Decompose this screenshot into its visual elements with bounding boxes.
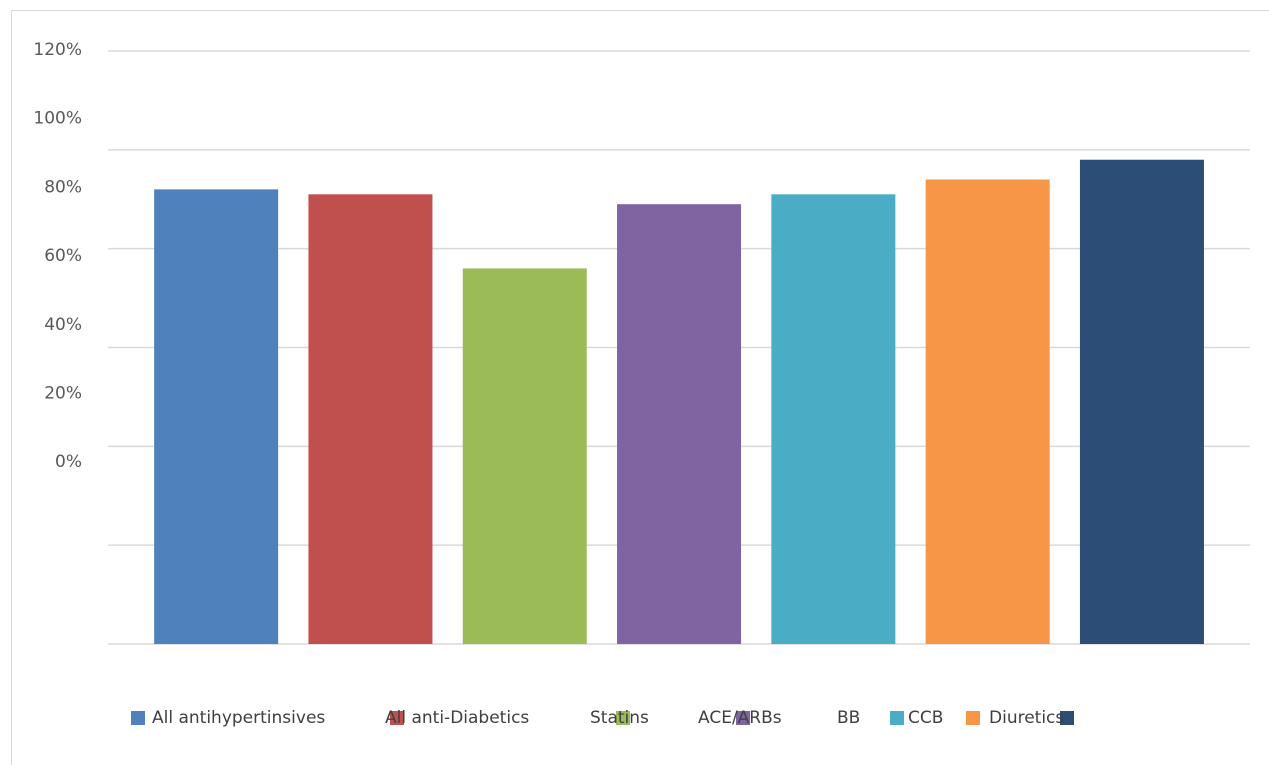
y-tick-label: 20% — [44, 384, 82, 404]
legend-swatch — [131, 711, 145, 725]
legend-label: ACE/ARBs — [698, 708, 782, 728]
bar — [308, 194, 433, 644]
legend-label: CCB — [908, 708, 943, 728]
bar — [154, 189, 279, 644]
y-tick-label: 60% — [44, 246, 82, 266]
legend-label: Statins — [590, 708, 649, 728]
legend-swatch — [1060, 711, 1074, 725]
y-tick-label: 80% — [44, 177, 82, 197]
legend-label: All antihypertinsives — [152, 708, 325, 728]
legend: All antihypertinsives All anti-Diabetics S… — [131, 708, 1074, 728]
bar — [925, 179, 1050, 644]
y-tick-label: 120% — [33, 40, 82, 60]
bar — [771, 194, 896, 644]
y-tick-label: 100% — [33, 109, 82, 129]
legend-label: Diuretics — [989, 708, 1064, 728]
legend-swatch — [390, 711, 404, 725]
y-tick-label: 0% — [55, 452, 82, 472]
bar — [462, 268, 587, 644]
bar — [617, 204, 742, 645]
chart-frame — [11, 10, 1269, 765]
legend-swatch — [736, 711, 750, 725]
legend-label: All anti-Diabetics — [385, 708, 529, 728]
bar — [1079, 159, 1204, 644]
y-tick-label: 40% — [44, 315, 82, 335]
legend-swatch — [890, 711, 904, 725]
legend-label: BB — [837, 708, 860, 728]
legend-swatch — [616, 711, 630, 725]
legend-swatch — [966, 711, 980, 725]
